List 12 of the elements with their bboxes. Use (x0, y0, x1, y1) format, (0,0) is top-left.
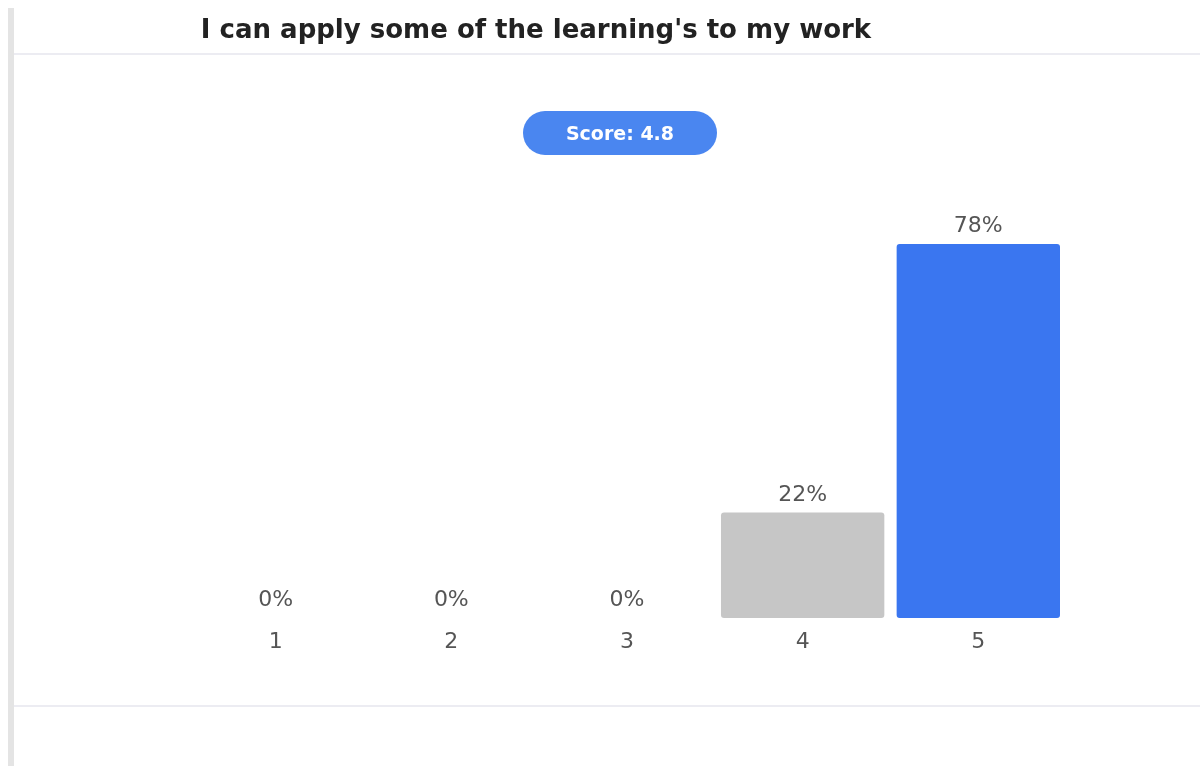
x-tick-label: 4 (795, 628, 810, 653)
x-tick-label: 2 (444, 628, 459, 653)
data-label: 78% (953, 212, 1003, 237)
data-label: 0% (433, 586, 469, 611)
text: Score: 4.8 (565, 122, 675, 144)
data-label: 22% (778, 480, 828, 506)
data-label: 0% (258, 586, 294, 611)
x-tick-label: 3 (620, 628, 634, 653)
chart-title: I can apply some of the learning's to my work (200, 14, 872, 44)
x-tick-label: 1 (268, 628, 283, 653)
x-tick-label: 5 (971, 628, 986, 653)
data-label: 0% (609, 586, 645, 611)
